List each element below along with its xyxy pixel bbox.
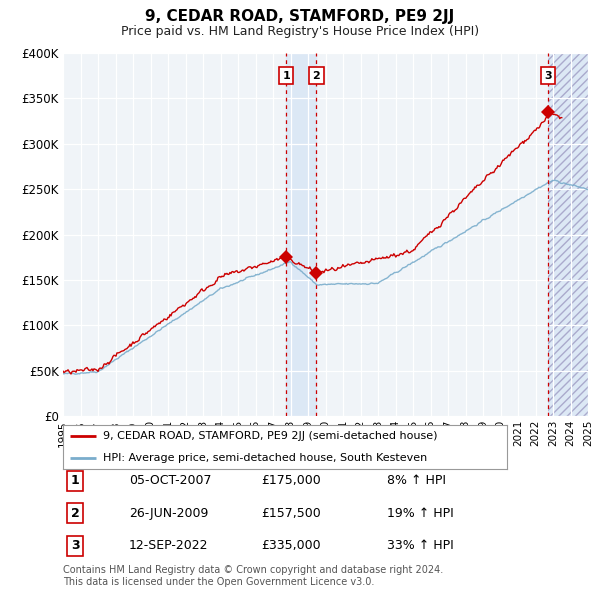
Text: 3: 3 [544, 71, 551, 81]
Text: 8% ↑ HPI: 8% ↑ HPI [387, 474, 446, 487]
Text: Price paid vs. HM Land Registry's House Price Index (HPI): Price paid vs. HM Land Registry's House … [121, 25, 479, 38]
Text: Contains HM Land Registry data © Crown copyright and database right 2024.
This d: Contains HM Land Registry data © Crown c… [63, 565, 443, 587]
Text: 33% ↑ HPI: 33% ↑ HPI [387, 539, 454, 552]
Text: 12-SEP-2022: 12-SEP-2022 [129, 539, 209, 552]
Text: 9, CEDAR ROAD, STAMFORD, PE9 2JJ (semi-detached house): 9, CEDAR ROAD, STAMFORD, PE9 2JJ (semi-d… [103, 431, 437, 441]
Text: 3: 3 [71, 539, 79, 552]
Text: 1: 1 [282, 71, 290, 81]
Bar [286, 53, 316, 416]
Text: 1: 1 [71, 474, 79, 487]
Bar [548, 53, 588, 416]
Text: 26-JUN-2009: 26-JUN-2009 [129, 507, 208, 520]
Text: £335,000: £335,000 [261, 539, 320, 552]
Text: 9, CEDAR ROAD, STAMFORD, PE9 2JJ: 9, CEDAR ROAD, STAMFORD, PE9 2JJ [145, 9, 455, 24]
Text: 2: 2 [313, 71, 320, 81]
Text: 05-OCT-2007: 05-OCT-2007 [129, 474, 212, 487]
Text: £157,500: £157,500 [261, 507, 321, 520]
Text: 2: 2 [71, 507, 79, 520]
Text: 19% ↑ HPI: 19% ↑ HPI [387, 507, 454, 520]
Text: £175,000: £175,000 [261, 474, 321, 487]
Text: HPI: Average price, semi-detached house, South Kesteven: HPI: Average price, semi-detached house,… [103, 453, 427, 463]
